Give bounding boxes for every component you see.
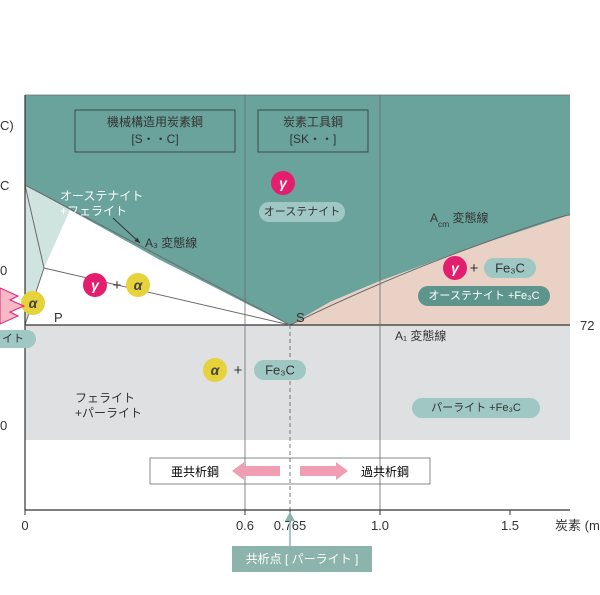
a1-lbl: A₁ 変態線 [395, 328, 446, 343]
pearlite-pill-label: パーライト +Fe₃C [431, 401, 521, 414]
phase-dot-gamma-aus-label: γ [279, 175, 288, 191]
point-S: S [296, 310, 305, 325]
ferrite-cut-label: イト [2, 333, 24, 345]
point-P: P [54, 310, 63, 325]
aus-pill-label: オーステナイト [264, 205, 340, 218]
x-tick-label: 1.0 [371, 518, 389, 533]
phase-dot-alpha-wedge-label: α [29, 295, 39, 311]
hypo-hyper-arrow [300, 462, 348, 480]
phase-dot-alpha-bottom-label: α [211, 362, 221, 378]
x-tick-label: 1.5 [501, 518, 519, 533]
sc-box-l2: [S・・C] [131, 132, 178, 146]
eutectoid-callout-label: 共析点 [ パーライト ] [246, 552, 359, 566]
fe3c-bottom-label: Fe₃C [265, 363, 295, 378]
x-axis-label: 炭素 (mass%) [555, 518, 600, 533]
aus-fer: オーステナイト [60, 189, 143, 203]
phase-dot-gamma-right-label: γ [451, 260, 460, 276]
sk-box-l2: [SK・・] [290, 132, 337, 146]
y-partial-mid: C [0, 178, 9, 193]
pink-callout-wedge [0, 288, 24, 324]
fer-pear: フェライト [75, 391, 135, 405]
sk-box-l1: 炭素工具鋼 [283, 115, 343, 129]
sc-box-l1: 機械構造用炭素鋼 [107, 114, 203, 129]
plus-sign: + [113, 277, 122, 294]
x-tick-label: 0 [21, 518, 28, 533]
right-temp: 72 [580, 318, 594, 333]
x-tick-label: 0.6 [236, 518, 254, 533]
phase-dot-gamma-left-label: γ [91, 277, 100, 293]
hypo-label: 亜共析鋼 [171, 465, 219, 479]
y-tick-2: 0 [0, 418, 7, 433]
hypo-hyper-arrow [232, 462, 280, 480]
hyper-label: 過共析鋼 [361, 465, 409, 479]
plus-sign: + [470, 260, 479, 277]
aus-fer: +フェライト [60, 204, 127, 218]
pearlite-region [25, 325, 570, 440]
y-tick-1: 0 [0, 263, 7, 278]
iron-carbon-phase-diagram: 00.60.7651.01.5炭素 (mass%)C)C0072PS機械構造用炭… [0, 0, 600, 595]
phase-dot-alpha-left-label: α [134, 277, 144, 293]
a3-lbl: A₃ 変態線 [145, 235, 197, 250]
plus-sign: + [234, 362, 243, 379]
fer-pear: +パーライト [75, 406, 142, 420]
y-partial-top: C) [0, 118, 14, 133]
aus-fe3c-pill-label: オーステナイト +Fe₃C [428, 289, 539, 302]
fe3c-right-label: Fe₃C [495, 261, 525, 276]
